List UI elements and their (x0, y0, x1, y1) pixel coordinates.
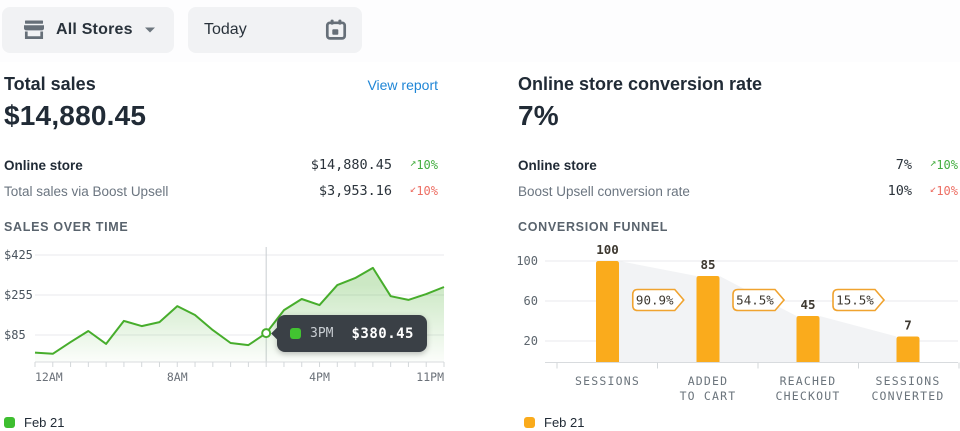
conversion-rate-label: 54.5% (736, 293, 774, 308)
conversion-rate-label: 90.9% (636, 293, 674, 308)
conversion-rate-label: 15.5% (836, 293, 874, 308)
sales-legend: Feb 21 (4, 415, 64, 430)
topbar: All Stores Today (0, 0, 960, 62)
funnel-category-label: TO CART (680, 389, 737, 403)
tooltip-series-chip (290, 328, 301, 339)
store-selector-label: All Stores (56, 21, 133, 38)
conversion-rate-badge (832, 288, 886, 312)
delta-up-arrow-icon: ↗ (409, 156, 417, 169)
metric-value: 7% (895, 157, 912, 173)
conversion-rate-badge (631, 288, 685, 312)
total-sales-metric-rows: Online store $14,880.45 ↗10% Total sales… (4, 152, 438, 204)
metric-row: Total sales via Boost Upsell $3,953.16 ↙… (4, 178, 438, 204)
metric-delta: ↗10% (929, 156, 958, 172)
sales-over-time-title: SALES OVER TIME (4, 220, 129, 234)
metric-row: Online store 7% ↗10% (518, 152, 958, 178)
total-sales-panel: Total sales View report $14,880.45 Onlin… (4, 70, 445, 431)
metric-value: 10% (887, 183, 912, 199)
sales-line-series (34, 266, 445, 355)
view-report-link[interactable]: View report (367, 77, 438, 93)
legend-swatch-orange (524, 417, 535, 428)
y-axis-label: 20 (524, 334, 538, 348)
y-axis-label: 60 (524, 294, 538, 308)
funnel-category-label: ADDED (688, 374, 729, 388)
funnel-bar (796, 316, 820, 363)
legend-label: Feb 21 (544, 415, 585, 430)
funnel-category-label: REACHED (780, 374, 837, 388)
y-axis-label: $85 (4, 328, 26, 342)
tooltip-value: $380.45 (351, 325, 414, 342)
x-axis-label: 12AM (35, 370, 63, 384)
conversion-funnel-chart[interactable]: 100 60 20 100 85 45 7 90.9% 54.5% 15.5% SESSIONS AD… (516, 242, 960, 404)
y-axis-label: 100 (516, 254, 538, 268)
metric-label: Online store (4, 157, 83, 173)
bar-value-label: 100 (596, 242, 619, 257)
metric-label: Online store (518, 157, 597, 173)
funnel-category-label: SESSIONS (575, 374, 640, 388)
x-axis-label: 11PM (416, 370, 444, 384)
conversion-panel: Online store conversion rate 7% Online s… (516, 70, 960, 431)
store-selector-button[interactable]: All Stores (2, 7, 174, 53)
x-axis-label: 4PM (309, 370, 330, 384)
calendar-icon (324, 18, 348, 42)
y-axis-label: $425 (4, 248, 33, 262)
funnel-backdrop (619, 261, 897, 363)
hover-point-marker (261, 328, 272, 339)
funnel-category-label: CONVERTED (871, 389, 944, 403)
metric-label: Boost Upsell conversion rate (518, 183, 690, 199)
metric-row: Boost Upsell conversion rate 10% ↙10% (518, 178, 958, 204)
sales-tooltip: 3PM $380.45 (277, 315, 427, 352)
funnel-legend: Feb 21 (524, 415, 584, 430)
total-sales-value: $14,880.45 (4, 100, 147, 131)
x-axis-label: 8AM (167, 370, 188, 384)
funnel-bar (696, 276, 720, 363)
bar-value-label: 85 (700, 257, 715, 272)
metric-delta: ↙10% (929, 182, 958, 198)
metric-value: $3,953.16 (318, 183, 392, 199)
conversion-rate-badge (732, 288, 786, 312)
conversion-title: Online store conversion rate (518, 74, 763, 94)
metric-label: Total sales via Boost Upsell (4, 183, 169, 199)
delta-down-arrow-icon: ↙ (929, 182, 937, 195)
date-selector-label: Today (204, 21, 247, 38)
funnel-bar (896, 336, 920, 363)
legend-swatch-green (4, 417, 15, 428)
conversion-metric-rows: Online store 7% ↗10% Boost Upsell conver… (518, 152, 958, 204)
legend-label: Feb 21 (24, 415, 65, 430)
funnel-category-label: CHECKOUT (776, 389, 841, 403)
bar-value-label: 45 (800, 297, 815, 312)
delta-up-arrow-icon: ↗ (929, 156, 937, 169)
metric-value: $14,880.45 (310, 157, 392, 173)
tooltip-label: 3PM (310, 326, 334, 341)
date-selector-button[interactable]: Today (188, 7, 362, 53)
metric-delta: ↙10% (409, 182, 438, 198)
metric-row: Online store $14,880.45 ↗10% (4, 152, 438, 178)
metric-delta: ↗10% (409, 156, 438, 172)
delta-down-arrow-icon: ↙ (409, 182, 417, 195)
funnel-bar (596, 261, 619, 363)
conversion-funnel-title: CONVERSION FUNNEL (518, 220, 669, 234)
storefront-icon (22, 19, 46, 41)
bar-value-label: 7 (904, 318, 912, 333)
chevron-down-icon (144, 26, 156, 34)
funnel-category-label: SESSIONS (876, 374, 941, 388)
total-sales-title: Total sales (4, 74, 96, 94)
conversion-rate-value: 7% (518, 100, 559, 131)
y-axis-label: $255 (4, 288, 33, 302)
